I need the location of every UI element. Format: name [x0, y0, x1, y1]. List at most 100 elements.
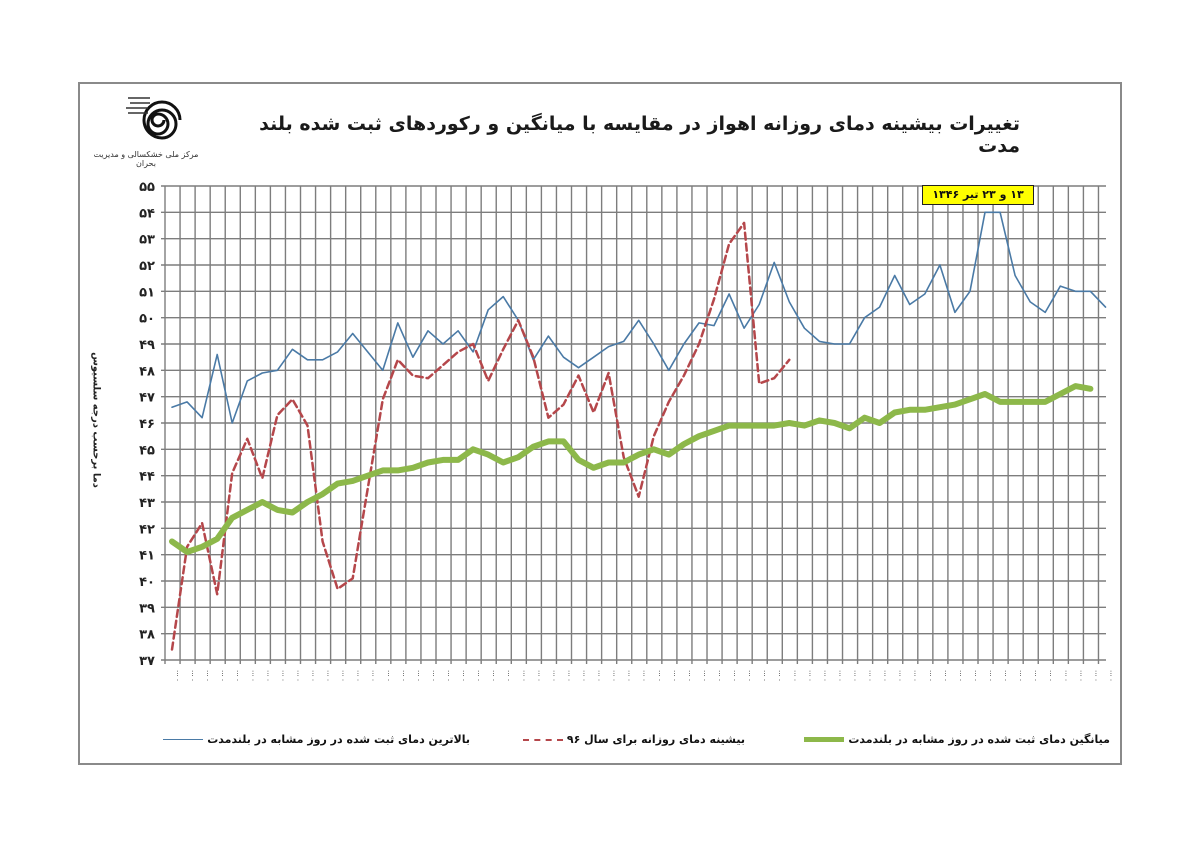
x-tick-label: ··· ·: [595, 670, 603, 681]
x-tick-label: ··· ·: [881, 670, 889, 681]
x-tick-label: ··· ·: [534, 670, 542, 681]
x-tick-label: ··· ·: [384, 670, 392, 681]
x-tick-label: ··· ·: [354, 670, 362, 681]
y-tick-label: ۳۸: [139, 628, 155, 643]
y-tick-label: ۴۸: [139, 364, 155, 379]
y-tick-label: ۵۵: [139, 180, 155, 195]
y-tick-label: ۳۹: [139, 601, 155, 616]
x-tick-label: ··· ·: [1016, 670, 1024, 681]
x-tick-label: ··· ·: [790, 670, 798, 681]
legend-item-average: میانگین دمای ثبت شده در روز مشابه در بلن…: [804, 733, 1110, 746]
x-tick-label: ··· ·: [1001, 670, 1009, 681]
x-tick-label: ··· ·: [685, 670, 693, 681]
x-tick-label: ··· ·: [700, 670, 708, 681]
x-tick-label: ··· ·: [1046, 670, 1054, 681]
y-tick-label: ۴۶: [139, 417, 155, 432]
legend-label: میانگین دمای ثبت شده در روز مشابه در بلن…: [848, 733, 1110, 746]
x-tick-label: ··· ·: [941, 670, 949, 681]
x-tick-label: ··· ·: [489, 670, 497, 681]
x-tick-label: ··· ·: [218, 670, 226, 681]
legend-item-1396: بیشینه دمای روزانه برای سال ۹۶: [522, 733, 745, 746]
x-tick-label: ··· ·: [851, 670, 859, 681]
x-tick-label: ··· ·: [233, 670, 241, 681]
y-tick-label: ۴۰: [139, 575, 155, 590]
y-tick-label: ۵۲: [139, 259, 155, 274]
series-line: [169, 383, 1094, 555]
y-tick-label: ۵۳: [139, 233, 155, 248]
x-tick-label: ··· ·: [399, 670, 407, 681]
y-tick-label: ۵۰: [139, 312, 155, 327]
x-tick-label: ··· ·: [956, 670, 964, 681]
x-tick-label: ··· ·: [339, 670, 347, 681]
x-tick-label: ··· ·: [293, 670, 301, 681]
x-tick-label: ··· ·: [248, 670, 256, 681]
legend-swatch-blue: [163, 739, 204, 740]
x-tick-label: ··· ·: [1076, 670, 1084, 681]
x-tick-label: ··· ·: [820, 670, 828, 681]
x-tick-label: ··· ·: [625, 670, 633, 681]
legend-item-record: بالاترین دمای ثبت شده در روز مشابه در بل…: [163, 733, 470, 746]
legend-label: بیشینه دمای روزانه برای سال ۹۶: [566, 733, 745, 746]
y-tick-label: ۳۷: [139, 654, 155, 669]
y-tick-label: ۴۲: [139, 522, 155, 537]
y-axis-label: دما برحسب درجه سلسیوس: [90, 352, 102, 488]
x-tick-label: ··· ·: [805, 670, 813, 681]
x-tick-label: ··· ·: [429, 670, 437, 681]
chart-title: تغییرات بیشینه دمای روزانه اهواز در مقای…: [259, 113, 1020, 157]
x-tick-label: ··· ·: [896, 670, 904, 681]
x-tick-label: ··· ·: [971, 670, 979, 681]
series-line: [170, 221, 791, 651]
chart-legend: میانگین دمای ثبت شده در روز مشابه در بلن…: [100, 733, 1110, 753]
x-tick-label: ··· ·: [640, 670, 648, 681]
x-tick-label: ··· ·: [1031, 670, 1039, 681]
x-tick-label: ··· ·: [324, 670, 332, 681]
y-tick-label: ۴۴: [139, 470, 155, 485]
x-tick-label: ··· ·: [549, 670, 557, 681]
y-tick-label: ۴۵: [139, 443, 155, 458]
x-tick-label: ··· ·: [564, 670, 572, 681]
x-tick-label: ··· ·: [263, 670, 271, 681]
x-tick-label: ··· ·: [459, 670, 467, 681]
x-tick-label: ··· ·: [504, 670, 512, 681]
x-tick-label: ··· ·: [580, 670, 588, 681]
x-tick-label: ··· ·: [926, 670, 934, 681]
x-tick-label: ··· ·: [745, 670, 753, 681]
y-tick-label: ۴۱: [139, 549, 155, 564]
x-tick-label: ··· ·: [1061, 670, 1069, 681]
x-tick-label: ··· ·: [519, 670, 527, 681]
x-tick-label: ··· ·: [203, 670, 211, 681]
x-tick-label: ··· ·: [278, 670, 286, 681]
x-tick-label: ··· ·: [444, 670, 452, 681]
x-tick-label: ··· ·: [835, 670, 843, 681]
y-tick-label: ۴۷: [139, 391, 155, 406]
x-tick-label: ··· ·: [670, 670, 678, 681]
x-tick-label: ··· ·: [369, 670, 377, 681]
x-tick-label: ··· ·: [309, 670, 317, 681]
date-annotation-badge: ۱۳ و ۲۳ تیر ۱۳۴۶: [922, 185, 1034, 205]
y-tick-label: ۴۹: [139, 338, 155, 353]
x-tick-label: ··· ·: [986, 670, 994, 681]
x-tick-label: ··· ·: [610, 670, 618, 681]
x-tick-label: ··· ·: [866, 670, 874, 681]
x-tick-label: ··· ·: [655, 670, 663, 681]
y-tick-label: ۵۴: [139, 206, 155, 221]
x-tick-label: ··· ·: [1106, 670, 1114, 681]
x-tick-label: ··· ·: [173, 670, 181, 681]
y-tick-label: ۵۱: [139, 285, 155, 300]
x-tick-label: ··· ·: [760, 670, 768, 681]
x-tick-label: ··· ·: [911, 670, 919, 681]
x-tick-label: ··· ·: [414, 670, 422, 681]
logo-caption: مرکز ملی خشکسالی و مدیریت بحران: [93, 150, 199, 168]
legend-label: بالاترین دمای ثبت شده در روز مشابه در بل…: [207, 733, 470, 746]
series-line: [171, 211, 1107, 424]
x-tick-label: ··· ·: [474, 670, 482, 681]
x-tick-label: ··· ·: [715, 670, 723, 681]
legend-swatch-red-dashed: [522, 738, 563, 741]
x-tick-label: ··· ·: [730, 670, 738, 681]
x-tick-label: ··· ·: [775, 670, 783, 681]
spiral-logo-icon: [106, 90, 196, 160]
y-tick-label: ۴۳: [139, 496, 155, 511]
legend-swatch-green: [804, 737, 845, 742]
x-tick-label: ··· ·: [1091, 670, 1099, 681]
